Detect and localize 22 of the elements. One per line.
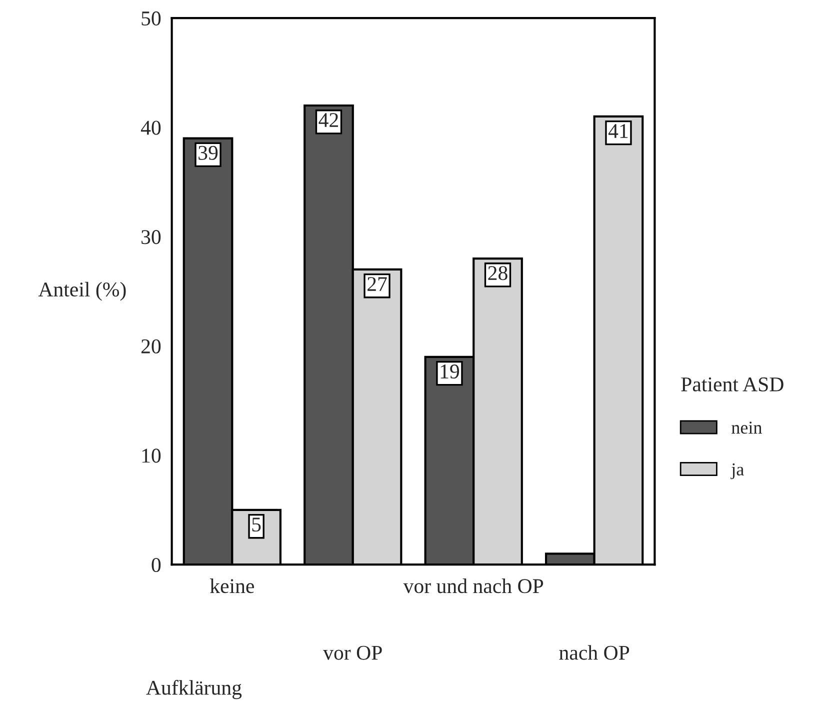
y-tick-label: 40 <box>140 120 161 135</box>
y-tick-label: 0 <box>152 558 161 572</box>
x-tick-label: nach OP <box>559 645 630 660</box>
x-tick-label: keine <box>210 578 254 594</box>
y-tick-label: 50 <box>142 11 161 26</box>
data-label: 41 <box>608 124 628 138</box>
y-tick-label: 20 <box>141 339 161 354</box>
x-tick-label: vor OP <box>323 646 382 660</box>
data-label: 39 <box>198 146 218 160</box>
data-label: 19 <box>440 364 460 379</box>
x-tick-label: vor und nach OP <box>403 578 544 594</box>
data-label: 5 <box>252 518 261 532</box>
data-label: 42 <box>318 113 338 127</box>
y-axis-title: Anteil (%) <box>38 282 126 301</box>
data-label: 28 <box>488 266 508 280</box>
y-tick-label: 30 <box>142 230 161 244</box>
x-axis-title: Aufklärung <box>146 680 242 700</box>
legend-title: Patient ASD <box>681 377 784 392</box>
data-label: 27 <box>368 277 387 291</box>
legend-label: ja <box>730 463 744 480</box>
legend-label: nein <box>732 422 762 434</box>
y-tick-label: 10 <box>142 448 161 463</box>
